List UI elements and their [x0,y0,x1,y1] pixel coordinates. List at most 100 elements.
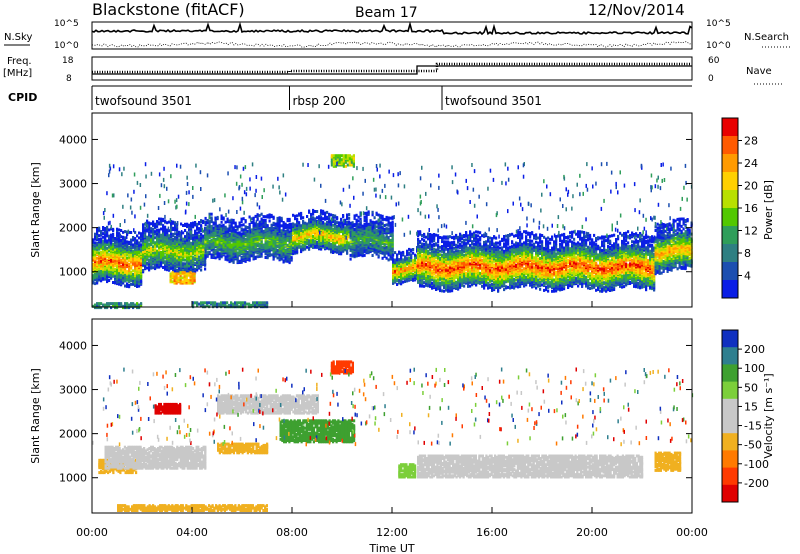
power-cell [126,256,129,260]
power-cell [365,222,368,226]
power-cell [222,226,225,230]
power-cell [431,233,434,237]
power-cell [106,234,109,238]
power-cell [112,268,115,272]
power-cell [120,264,123,268]
power-cell [351,221,354,225]
power-cell [310,232,313,236]
power-cell [194,221,197,224]
power-cell [132,238,135,242]
power-cell [168,240,171,244]
power-cell [122,262,125,266]
power-cell [435,274,438,278]
power-cell [152,251,155,255]
power-cell [150,238,153,242]
power-cell [353,228,356,231]
power-cell [220,230,223,234]
power-cell [224,255,227,259]
power-cell [216,224,219,228]
power-cell [254,255,257,259]
noise-right-tick-top: 10^5 [706,19,731,29]
power-cell [451,241,454,245]
power-cell [463,238,466,242]
power-cell [330,231,333,235]
power-cell [344,226,347,230]
power-cell [226,230,229,233]
power-cell [144,249,147,253]
power-cell [457,249,460,253]
power-cell [250,221,253,224]
freq-frame [91,56,693,81]
power-cell [214,231,217,235]
power-cell [320,218,323,221]
power-cell [318,228,321,232]
power-cell [130,254,133,258]
noise-panel: N.Sky 10^5 10^0 10^5 10^0 N.Search [4,19,792,51]
power-cell [196,222,199,226]
power-cell [134,271,137,275]
power-cell [108,228,111,232]
power-cell [268,241,271,245]
power-cell [455,280,458,284]
power-cell [106,253,109,256]
power-cell [351,231,354,235]
power-cell [160,227,163,231]
power-cell [92,274,95,278]
power-cell [365,216,368,220]
power-cell [455,243,458,247]
power-cell [320,226,323,230]
power-cell [459,250,462,253]
power-cell [373,216,376,220]
power-cell [326,210,329,214]
power-cell [124,275,127,279]
power-cell [423,272,426,276]
power-cell [431,269,434,273]
power-cell [142,241,145,245]
power-cell [338,232,341,236]
power-cell [204,267,207,271]
power-cell [435,259,438,263]
power-cell [387,227,390,231]
freq-tick-top: 18 [62,56,74,66]
power-cell [274,241,277,244]
power-cell [353,223,356,227]
power-cell [272,252,275,256]
power-cell [96,277,99,281]
power-cell [346,240,349,244]
power-cell [186,257,189,261]
power-cell [258,224,261,227]
power-cell [326,246,329,250]
power-cell [212,221,215,225]
power-cell [114,259,117,263]
power-cell [190,222,193,226]
power-cell [92,251,95,255]
power-cell [222,216,225,220]
power-cell [120,238,123,242]
power-cell [361,248,364,251]
power-cell [128,266,131,270]
power-cell [304,221,307,225]
power-cell [230,227,233,231]
power-cell [254,229,257,233]
power-cell [152,220,155,224]
power-cell [276,249,279,252]
power-cell [363,211,366,215]
power-cell [270,213,273,217]
power-cell [260,217,263,221]
power-cell [106,246,109,250]
power-cell [152,266,155,270]
power-cell [214,248,217,252]
power-cell [453,235,456,239]
power-cell [240,258,243,262]
power-cell [180,268,183,272]
power-cell [361,227,364,230]
power-cell [142,232,145,235]
power-cell [228,260,231,264]
power-cell [232,218,235,222]
power-cell [174,236,177,239]
power-cell [174,221,177,225]
power-cell [162,235,165,239]
cpid-panel: CPID twofsound 3501 rbsp 200 twofsound 350… [8,85,692,110]
power-cell [118,253,121,257]
power-cell [254,214,257,218]
